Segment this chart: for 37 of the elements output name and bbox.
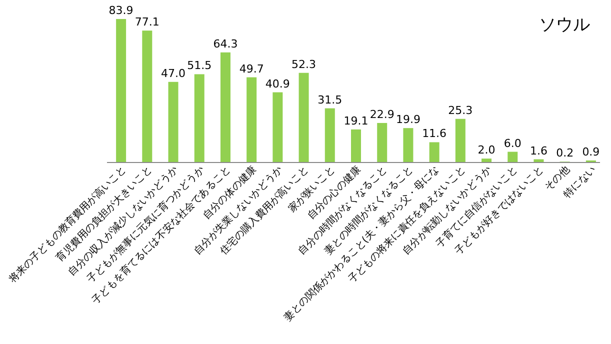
bar xyxy=(455,118,466,162)
bar xyxy=(142,30,152,162)
bar xyxy=(116,19,126,162)
data-label: 47.0 xyxy=(161,66,186,80)
data-label: 51.5 xyxy=(187,59,212,72)
data-label: 22.9 xyxy=(370,108,394,121)
data-label: 25.3 xyxy=(448,104,473,117)
data-label: 0.9 xyxy=(582,145,600,158)
bar xyxy=(508,152,518,162)
data-label: 64.3 xyxy=(213,37,238,50)
data-label: 77.1 xyxy=(134,16,160,29)
bar xyxy=(351,129,361,162)
bar xyxy=(534,159,544,162)
data-label: 49.7 xyxy=(239,62,264,76)
data-label: 52.3 xyxy=(292,58,316,71)
data-label: 0.2 xyxy=(556,146,574,160)
bar xyxy=(194,74,204,162)
bar xyxy=(429,142,440,162)
bar xyxy=(482,158,492,162)
data-label: 31.5 xyxy=(318,93,342,106)
data-label: 2.0 xyxy=(478,144,496,157)
data-label: 1.6 xyxy=(530,144,548,158)
data-label: 83.9 xyxy=(108,4,134,17)
data-label: 19.1 xyxy=(344,114,368,128)
bar xyxy=(220,52,230,162)
bar xyxy=(403,128,414,162)
bar xyxy=(168,82,178,162)
data-label: 11.6 xyxy=(422,127,447,140)
bar xyxy=(272,92,283,162)
bar xyxy=(298,72,309,162)
bar xyxy=(324,108,335,162)
data-label: 40.9 xyxy=(265,77,290,90)
data-label: 6.0 xyxy=(504,136,522,150)
bar xyxy=(377,122,388,162)
bar xyxy=(246,77,257,162)
chart-title: ソウル xyxy=(539,15,590,35)
data-label: 19.9 xyxy=(396,113,420,126)
